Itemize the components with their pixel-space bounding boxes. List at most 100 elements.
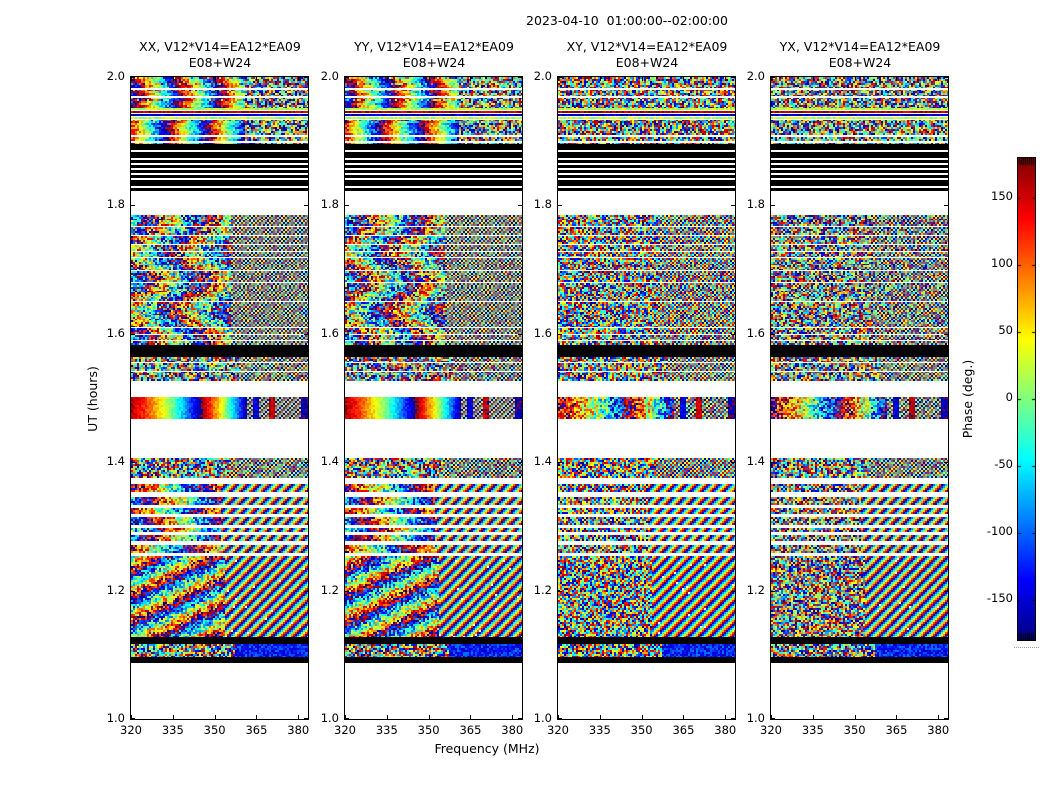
tick-mark [944, 205, 948, 206]
heatmap-panel-xy [557, 76, 736, 720]
tick-mark [896, 715, 897, 719]
heatmap-canvas-yx [771, 77, 948, 719]
tick-mark [813, 715, 814, 719]
tick-mark [215, 77, 216, 81]
x-tick-label: 335 [801, 723, 824, 737]
x-axis-label: Frequency (MHz) [434, 741, 540, 756]
tick-mark [558, 591, 562, 592]
tick-mark [731, 77, 735, 78]
panel-title-yy-line1: YY, V12*V14=EA12*EA09 [354, 39, 514, 54]
tick-mark [944, 462, 948, 463]
x-tick-label: 320 [547, 723, 569, 737]
tick-mark [558, 334, 562, 335]
x-tick-label: 350 [630, 723, 653, 737]
x-tick-label: 365 [672, 723, 695, 737]
tick-mark [518, 77, 522, 78]
y-tick-label: 1.6 [746, 325, 765, 340]
tick-mark [725, 77, 726, 81]
panel-title-yx-line2: E08+W24 [828, 55, 892, 70]
x-tick-label: 365 [885, 723, 908, 737]
tick-mark [558, 462, 562, 463]
tick-mark [131, 718, 135, 719]
tick-mark [298, 715, 299, 719]
x-tick-label: 380 [927, 723, 950, 737]
tick-mark [731, 462, 735, 463]
x-tick-label: 320 [334, 723, 356, 737]
y-tick-label: 2.0 [106, 69, 125, 83]
y-tick-label: 2.0 [746, 69, 765, 83]
tick-mark [518, 591, 522, 592]
y-tick-label: 1.4 [106, 454, 125, 469]
tick-mark [512, 77, 513, 81]
tick-mark [813, 77, 814, 81]
y-tick-label: 1.2 [106, 582, 125, 597]
tick-mark [683, 715, 684, 719]
tick-mark [771, 77, 775, 78]
tick-mark [731, 205, 735, 206]
tick-mark [938, 77, 939, 81]
heatmap-panel-yy [344, 76, 523, 720]
panel-title-yx-line1: YX, V12*V14=EA12*EA09 [779, 39, 941, 54]
tick-mark [304, 334, 308, 335]
x-tick-label: 350 [417, 723, 440, 737]
tick-mark [518, 718, 522, 719]
tick-mark [429, 715, 430, 719]
x-tick-label: 335 [161, 723, 184, 737]
y-tick-label: 1.0 [320, 711, 339, 725]
y-tick-label: 1.2 [320, 582, 339, 597]
tick-mark [387, 715, 388, 719]
x-tick-label: 350 [203, 723, 226, 737]
tick-mark [429, 77, 430, 81]
tick-mark [512, 715, 513, 719]
figure-title: 2023-04-10 01:00:00--02:00:00 [526, 13, 728, 28]
heatmap-panel-yx [770, 76, 949, 720]
tick-mark [771, 591, 775, 592]
y-tick-label: 1.6 [106, 325, 125, 340]
colorbar-tick-label: 100 [991, 256, 1013, 271]
x-tick-label: 365 [245, 723, 268, 737]
tick-mark [387, 77, 388, 81]
tick-mark [725, 715, 726, 719]
tick-mark [771, 715, 772, 719]
y-tick-label: 1.8 [106, 197, 125, 212]
tick-mark [131, 334, 135, 335]
tick-mark [470, 715, 471, 719]
x-tick-label: 350 [843, 723, 866, 737]
tick-mark [131, 205, 135, 206]
tick-mark [173, 715, 174, 719]
y-tick-label: 1.6 [533, 325, 552, 340]
x-tick-label: 335 [375, 723, 398, 737]
tick-mark [345, 77, 349, 78]
tick-mark [345, 718, 349, 719]
tick-mark [304, 205, 308, 206]
tick-mark [642, 77, 643, 81]
y-tick-label: 1.8 [320, 197, 339, 212]
colorbar-tick-label: 50 [998, 323, 1013, 338]
tick-mark [558, 77, 562, 78]
y-tick-label: 1.6 [320, 325, 339, 340]
tick-mark [731, 718, 735, 719]
panel-title-yy: YY, V12*V14=EA12*EA09 E08+W24 [314, 39, 554, 71]
tick-mark [944, 334, 948, 335]
tick-mark [345, 591, 349, 592]
tick-mark [771, 77, 772, 81]
y-axis-label: UT (hours) [85, 366, 100, 432]
colorbar-tick-label: -50 [994, 456, 1013, 471]
panel-title-yy-line2: E08+W24 [402, 55, 466, 70]
panel-title-xx-line2: E08+W24 [188, 55, 252, 70]
heatmap-panel-xx [130, 76, 309, 720]
colorbar-tick-label: 0 [1005, 390, 1013, 404]
y-tick-label: 1.4 [320, 454, 339, 469]
y-tick-label: 1.0 [746, 711, 765, 725]
y-tick-label: 1.4 [533, 454, 552, 469]
panel-title-xx-line1: XX, V12*V14=EA12*EA09 [139, 39, 301, 54]
tick-mark [731, 334, 735, 335]
tick-mark [345, 205, 349, 206]
tick-mark [771, 718, 775, 719]
tick-mark [771, 462, 775, 463]
tick-mark [518, 462, 522, 463]
tick-mark [855, 715, 856, 719]
y-tick-label: 1.8 [746, 197, 765, 212]
tick-mark [558, 715, 559, 719]
